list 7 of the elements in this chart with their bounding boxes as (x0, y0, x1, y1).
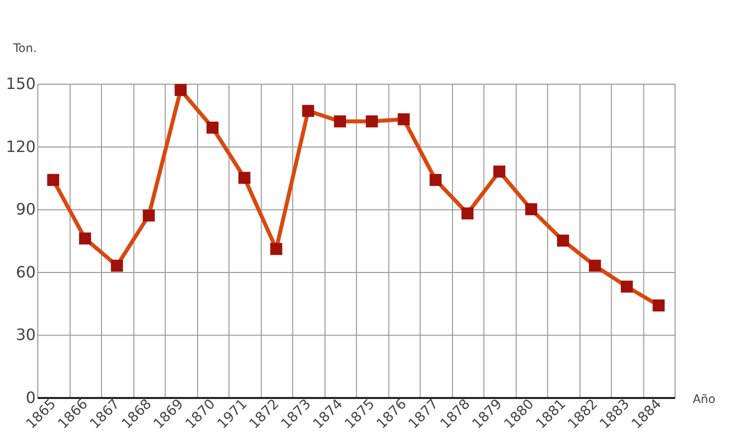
y-tick-label: 120 (6, 136, 36, 156)
y-axis-title: Ton. (12, 40, 37, 55)
y-tick-label: 150 (6, 74, 36, 94)
x-axis-title: Año (692, 392, 716, 406)
y-tick-label: 30 (16, 325, 36, 344)
y-tick-label: 60 (16, 262, 36, 282)
y-tick-label: 90 (16, 200, 36, 219)
